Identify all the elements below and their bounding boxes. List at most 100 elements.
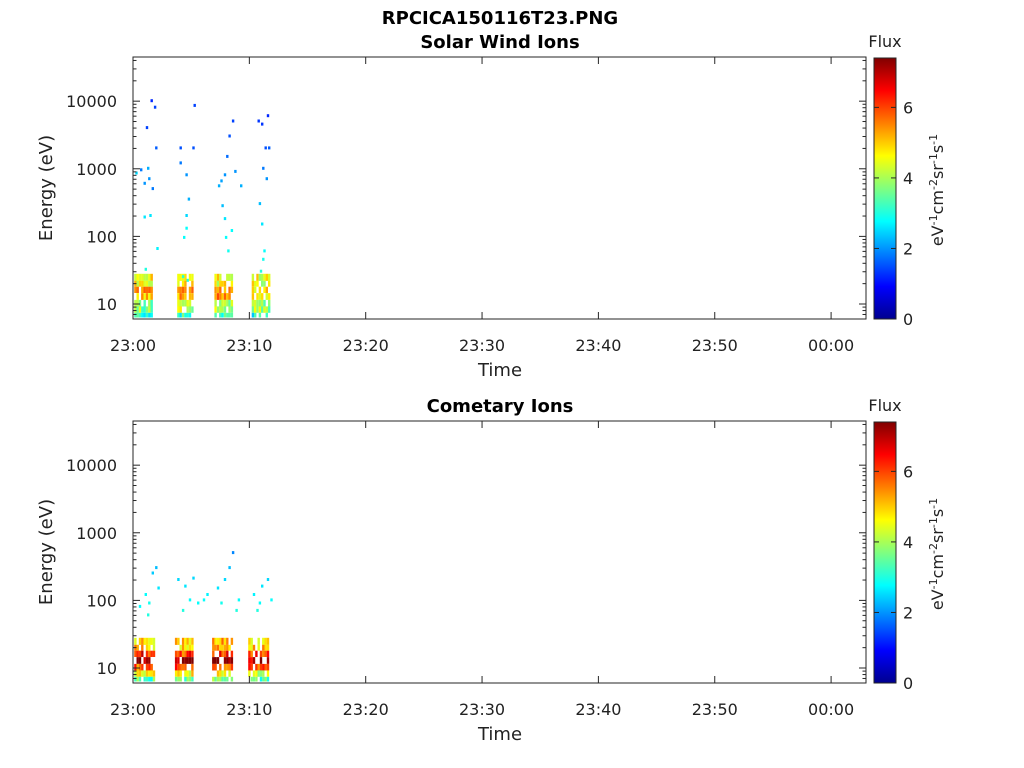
heatmap-cell [248,644,251,651]
heatmap-cell [257,644,260,651]
heatmap-cell [136,299,139,307]
heatmap-cell [136,644,139,651]
heatmap-cell [177,670,180,677]
x-tick-label: 23:30 [459,700,505,719]
heatmap-point [216,586,220,590]
heatmap-cell [221,299,224,307]
heatmap-cell [148,644,151,651]
heatmap-cell [228,670,231,677]
heatmap-cell [141,670,144,677]
heatmap-cell [191,286,194,293]
heatmap-cell [152,637,156,645]
heatmap-cell [184,293,187,300]
heatmap-point [179,146,182,150]
x-ticks-solar-wind: 23:00 23:10 23:20 23:30 23:40 23:50 00:00 [110,57,854,355]
heatmap-cell [250,676,253,682]
heatmap-cell [138,663,142,671]
heatmap-cell [150,293,153,300]
heatmap-cell [219,650,222,657]
heatmap-cell [214,312,217,318]
heatmap-cell [265,293,268,300]
heatmap-cell [188,670,192,677]
heatmap-cell [181,299,185,307]
heatmap-cell [143,306,146,313]
heatmap-cell [266,670,270,677]
heatmap-cell [138,657,142,664]
heatmap-cell [256,306,259,313]
heatmap-cell [145,306,149,313]
heatmap-cell [141,306,144,313]
x-axis-label-cometary: Time [477,724,522,745]
heatmap-cell [228,312,231,318]
heatmap-cell [228,663,231,671]
heatmap-cell [221,670,224,677]
heatmap-point [147,166,150,170]
heatmap-cell [228,293,231,300]
heatmap-point [155,146,158,150]
heatmap-cell [134,637,137,645]
heatmap-cell [266,650,270,657]
heatmap-cell [179,299,182,307]
heatmap-cell [221,644,224,651]
heatmap-cell [191,644,194,651]
heatmap-cell [174,650,178,657]
heatmap-cell [265,273,268,281]
heatmap-cell [251,286,255,293]
heatmap-cell [143,273,146,281]
heatmap-point [237,598,241,602]
heatmap-cell [191,280,194,287]
heatmap-point [143,215,146,219]
heatmap-cell [138,312,142,318]
heatmap-cell [230,676,234,682]
heatmap-cell [191,676,194,682]
heatmap-cell [184,676,187,682]
heatmap-point [220,601,223,605]
heatmap-cell [177,657,180,664]
heatmap-cell [145,657,149,664]
heatmap-cell [136,293,139,300]
heatmap-cell [145,644,149,651]
heatmap-cell [177,306,180,313]
heatmap-cell [186,312,189,318]
x-tick-label: 23:20 [343,700,389,719]
heatmap-cell [250,650,253,657]
heatmap-cell [219,644,222,651]
heatmap-cell [188,637,192,645]
heatmap-point [184,584,187,588]
x-axis-label-solar-wind: Time [477,360,522,381]
x-tick-label: 23:40 [575,700,621,719]
heatmap-cell [216,657,220,664]
heatmap-point [143,181,146,185]
heatmap-point [186,278,189,282]
heatmap-cell [221,293,224,300]
heatmap-cell [136,312,139,318]
heatmap-cell [252,670,256,677]
heatmap-cell [214,299,217,307]
heatmap-cell [148,637,151,645]
heatmap-cell [145,637,149,645]
heatmap-point [223,578,227,581]
panel-solar-wind: Solar Wind Ions 10 100 1000 10000 23:00 23:1… [36,32,947,381]
heatmap-point [261,584,264,588]
heatmap-cell [258,312,262,318]
heatmap-cell [184,650,187,657]
figure-title: RPCICA150116T23.PNG [382,8,618,29]
heatmap-cell [184,670,187,677]
plot-frame-cometary [132,420,867,684]
heatmap-point [188,598,192,602]
heatmap-cell [265,286,268,293]
heatmap-cell [248,663,251,671]
heatmap-cell [256,299,259,307]
heatmap-point [263,249,266,253]
heatmap-cell [230,663,234,671]
heatmap-cell [136,670,139,677]
heatmap-cell [188,650,192,657]
colorbar-tick-label: 0 [903,674,913,693]
heatmap-point [135,171,138,175]
heatmap-point [192,146,195,150]
heatmap-cell [230,650,234,657]
heatmap-cell [188,312,192,318]
heatmap-cell [251,306,255,313]
heatmap-point [220,179,223,183]
colorbar-cometary [873,421,897,684]
